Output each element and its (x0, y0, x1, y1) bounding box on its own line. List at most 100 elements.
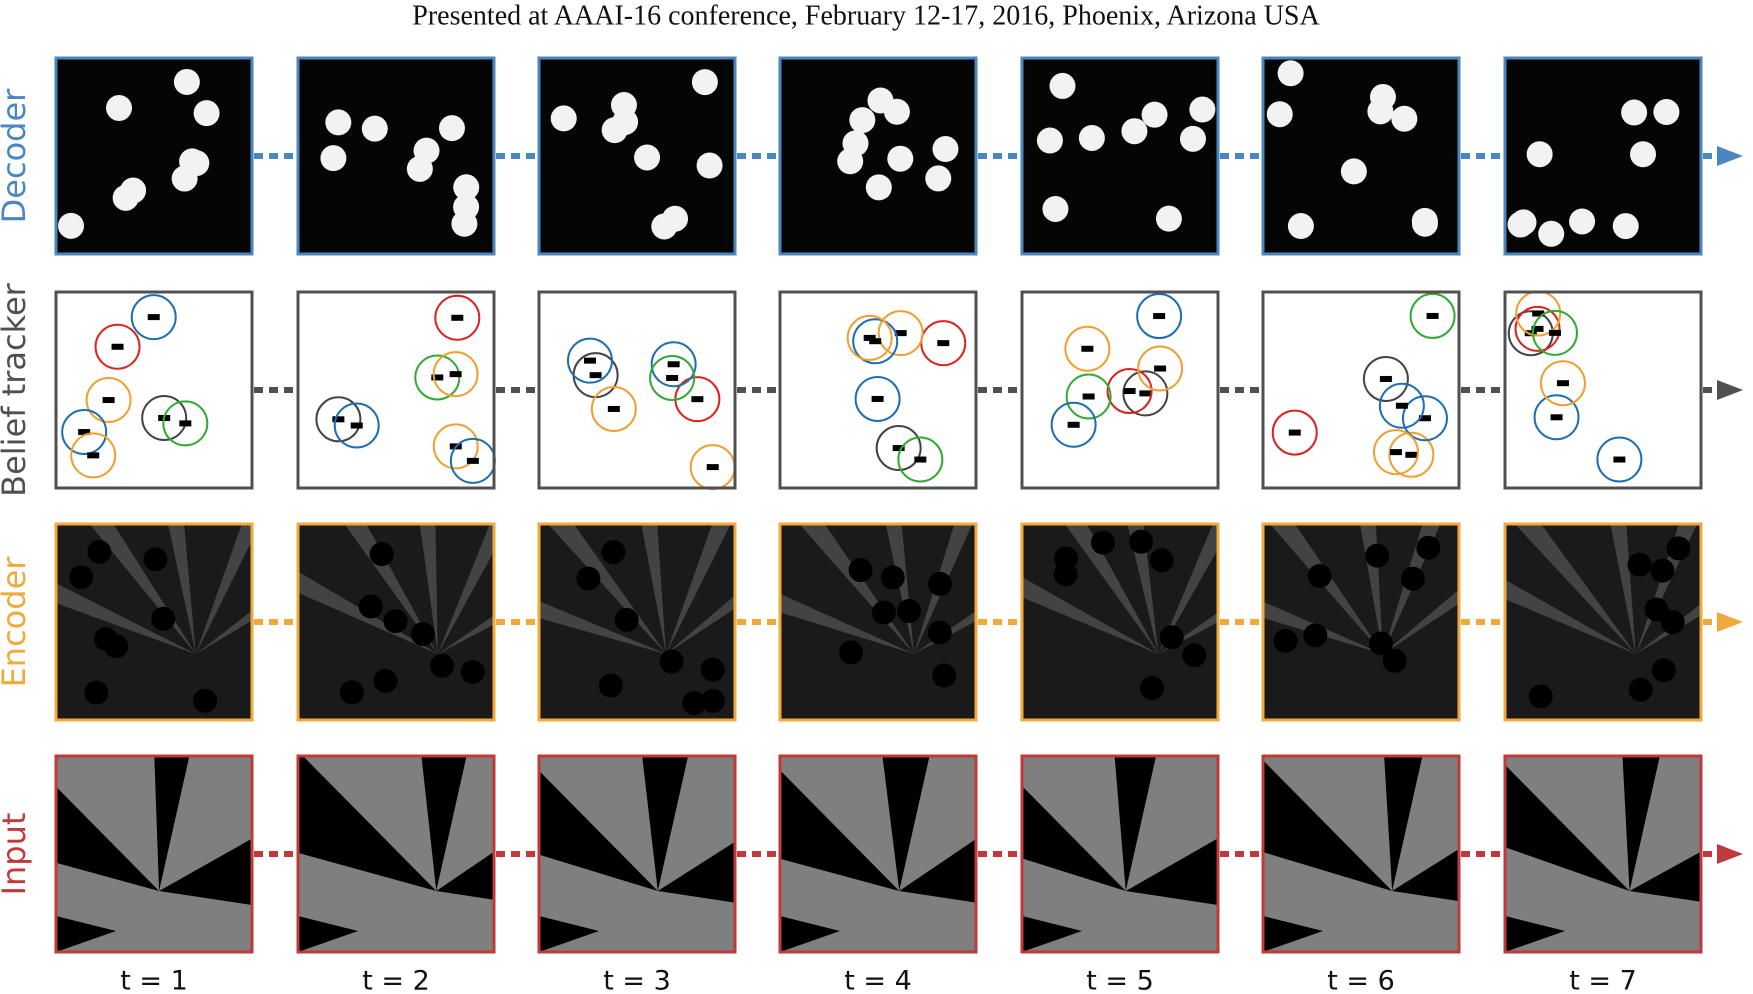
decoder-blob (601, 117, 628, 144)
panel-frame (778, 56, 978, 256)
arrow-head (1717, 844, 1743, 864)
belief-mark (78, 429, 91, 436)
panel-content (1022, 292, 1218, 488)
belief-circle (432, 423, 479, 470)
encoder-wedge (780, 593, 914, 654)
panel-frame (1503, 522, 1703, 722)
decoder-blob (932, 136, 959, 163)
belief-mark (111, 343, 124, 350)
encoder-blob (1054, 546, 1079, 571)
panel (778, 522, 978, 722)
panel (1261, 522, 1461, 722)
belief-mark (1550, 414, 1563, 421)
encoder-blob (1149, 548, 1174, 573)
decoder-blob (887, 145, 914, 172)
panel-content (539, 58, 735, 254)
panel (1261, 754, 1461, 954)
column-label: t = 3 (603, 966, 671, 994)
panel-content (1022, 58, 1218, 254)
panel-frame (1261, 754, 1461, 954)
belief-mark (87, 452, 100, 459)
panel (296, 754, 496, 954)
belief-mark (667, 361, 680, 368)
encoder-blob (1368, 631, 1393, 656)
panel-content (1022, 756, 1218, 952)
panel (1503, 56, 1703, 256)
decoder-blob (837, 148, 864, 175)
decoder-blob (1526, 141, 1553, 168)
panel (296, 56, 496, 256)
input-shadow (1392, 848, 1459, 902)
panel-content (1263, 58, 1459, 254)
belief-circle (141, 394, 188, 441)
arrow-head (1717, 146, 1743, 166)
belief-circle (1136, 293, 1183, 340)
belief-circle (1539, 360, 1586, 407)
belief-mark (451, 314, 464, 321)
encoder-blob (151, 606, 176, 631)
belief-mark (449, 371, 462, 378)
belief-circle (1122, 370, 1169, 417)
belief-mark (1081, 345, 1094, 352)
encoder-blob (1382, 648, 1407, 673)
encoder-blob (848, 558, 873, 583)
belief-mark (1418, 415, 1431, 422)
encoder-blob (430, 653, 455, 678)
encoder-blob (193, 688, 218, 713)
column-label: t = 6 (1327, 966, 1395, 994)
belief-circle (70, 432, 117, 479)
input-shadow (1505, 916, 1565, 952)
panel-content (1022, 524, 1218, 720)
encoder-blob (373, 668, 398, 693)
encoder-blob (614, 607, 639, 632)
belief-mark (179, 420, 192, 427)
belief-circle (1378, 382, 1425, 429)
belief-circle (1372, 429, 1419, 476)
encoder-blob (880, 565, 905, 590)
encoder-blob (87, 539, 112, 564)
panel-content (539, 524, 735, 720)
panel-content (539, 292, 735, 488)
column-label: t = 1 (120, 966, 188, 994)
column-label: t = 5 (1086, 966, 1154, 994)
belief-circle (130, 294, 177, 341)
encoder-blob (143, 547, 168, 572)
decoder-blob (1538, 220, 1565, 247)
decoder-blob (925, 165, 952, 192)
belief-circle (1533, 394, 1580, 441)
belief-mark (1395, 402, 1408, 409)
encoder-blob (601, 540, 626, 565)
belief-circle (875, 425, 922, 472)
input-shadow (436, 851, 494, 900)
panel-content (1263, 524, 1459, 720)
encoder-wedge (1505, 579, 1636, 654)
panel-frame (296, 522, 496, 722)
input-shadow (539, 770, 658, 891)
input-shadow (657, 841, 735, 903)
belief-mark (706, 464, 719, 471)
encoder-blob (871, 600, 896, 625)
panel (778, 754, 978, 954)
decoder-blob (451, 210, 478, 237)
belief-circle (315, 396, 362, 443)
belief-circle (897, 436, 944, 483)
belief-bg (298, 292, 494, 488)
encoder-blob (369, 542, 394, 567)
encoder-blob (1628, 677, 1653, 702)
panel (1020, 290, 1220, 490)
belief-circle (1271, 409, 1318, 456)
input-shadow (1622, 756, 1660, 891)
decoder-blob (1391, 105, 1418, 132)
panel-frame (537, 56, 737, 256)
panel-content (298, 292, 494, 488)
panel (296, 290, 496, 490)
decoder-blob (320, 145, 347, 172)
input-shadow (1263, 916, 1323, 952)
decoder-blob (1630, 141, 1657, 168)
panel (54, 522, 254, 722)
encoder-blob (576, 566, 601, 591)
decoder-blob (171, 165, 198, 192)
encoder-wedge (885, 524, 914, 654)
panel (537, 754, 737, 954)
